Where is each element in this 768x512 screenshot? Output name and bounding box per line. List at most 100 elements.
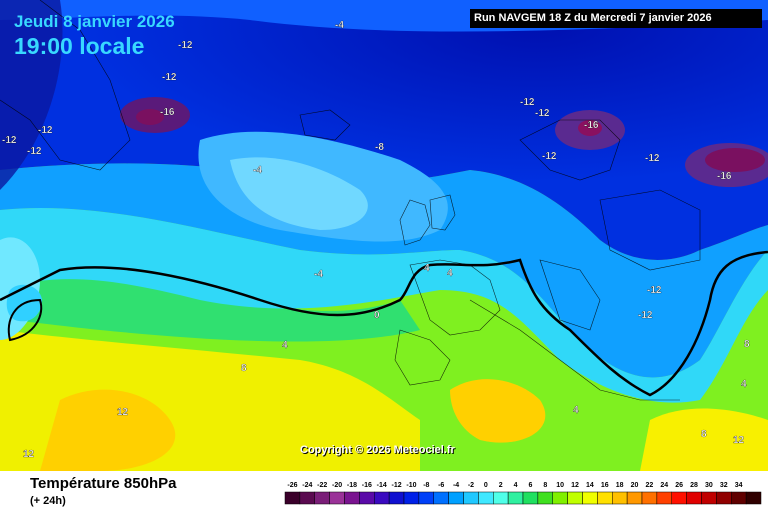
- contour-label: 4: [447, 268, 453, 279]
- legend-tick-label: 20: [631, 482, 639, 489]
- legend-tick-label: 18: [616, 482, 624, 489]
- contour-label: -12: [535, 108, 550, 119]
- legend-tick-label: -16: [362, 482, 372, 489]
- legend-tick-label: 6: [528, 482, 532, 489]
- contour-label: 8: [241, 363, 247, 374]
- footer: Température 850hPa (+ 24h): [0, 471, 768, 512]
- legend-tick-label: 26: [675, 482, 683, 489]
- legend-swatch: [731, 491, 747, 505]
- legend-swatch: [582, 491, 598, 505]
- legend-swatch: [403, 491, 420, 505]
- run-info: Run NAVGEM 18 Z du Mercredi 7 janvier 20…: [470, 9, 762, 28]
- contour-label: 8: [701, 429, 707, 440]
- legend-swatch: [299, 491, 315, 505]
- legend-swatch: [567, 491, 583, 505]
- legend-swatch: [745, 491, 762, 505]
- legend-tick-label: 8: [543, 482, 547, 489]
- color-legend: -26 -24 -22 -20 -18 -16 -14 -12 -10 -8 -6 -4 -2 0 2 4 6 8…: [284, 482, 762, 505]
- legend-swatch: [344, 491, 360, 505]
- contour-label: -16: [584, 120, 599, 131]
- legend-tick-label: 28: [690, 482, 698, 489]
- contour-label: 12: [23, 449, 35, 460]
- contour-label: -12: [645, 153, 660, 164]
- legend-tick-label: -4: [453, 482, 459, 489]
- legend-swatch: [329, 491, 345, 505]
- legend-tick-label: 12: [571, 482, 579, 489]
- legend-swatch: [537, 491, 553, 505]
- legend-tick-label: 34: [735, 482, 743, 489]
- contour-label: 4: [282, 340, 288, 351]
- forecast-lead: (+ 24h): [30, 495, 66, 507]
- legend-tick-label: 0: [484, 482, 488, 489]
- legend-tick-label: 14: [586, 482, 594, 489]
- legend-tick-label: 30: [705, 482, 713, 489]
- legend-swatch: [612, 491, 628, 505]
- forecast-time: 19:00 locale: [14, 33, 145, 59]
- legend-swatch: [522, 491, 539, 505]
- legend-swatch: [463, 491, 479, 505]
- legend-swatch: [478, 491, 494, 505]
- legend-tick-label: -14: [377, 482, 387, 489]
- legend-swatch: [284, 491, 301, 505]
- legend-swatch: [701, 491, 717, 505]
- legend-tick-label: -2: [468, 482, 474, 489]
- contour-label: -4: [335, 20, 344, 31]
- legend-tick-label: -8: [423, 482, 429, 489]
- contour-label: 0: [374, 310, 380, 321]
- legend-tick-label: -10: [406, 482, 416, 489]
- contour-label: -4: [253, 165, 262, 176]
- map-title: Température 850hPa: [30, 475, 177, 492]
- legend-tick-label: -24: [302, 482, 312, 489]
- legend-swatch: [641, 491, 658, 505]
- contour-label: -12: [647, 285, 662, 296]
- legend-tick-label: 32: [720, 482, 728, 489]
- contour-label: -16: [160, 107, 175, 118]
- legend-swatch: [418, 491, 434, 505]
- legend-tick-label: 24: [660, 482, 668, 489]
- legend-swatch: [388, 491, 405, 505]
- legend-swatch: [597, 491, 613, 505]
- legend-tick-label: 16: [601, 482, 609, 489]
- contour-label: -12: [27, 146, 42, 157]
- contour-label: -4: [314, 269, 323, 280]
- legend-tick-label: 10: [556, 482, 564, 489]
- temperature-map: -4 -12 -12 -16 -12 -12 -12 -8 -12 -12 -1…: [0, 0, 768, 471]
- legend-swatch: [552, 491, 568, 505]
- contour-label: 12: [733, 435, 745, 446]
- legend-swatch: [686, 491, 702, 505]
- contour-label: -12: [542, 151, 557, 162]
- legend-tick-label: -22: [317, 482, 327, 489]
- contour-label: 8: [744, 339, 750, 350]
- contour-label: -12: [178, 40, 193, 51]
- legend-tick-label: -12: [392, 482, 402, 489]
- legend-swatch: [671, 491, 687, 505]
- legend-tick-label: -20: [332, 482, 342, 489]
- legend-tick-label: 2: [499, 482, 503, 489]
- contour-label: 12: [117, 407, 129, 418]
- legend-swatch: [374, 491, 390, 505]
- legend-swatch: [314, 491, 330, 505]
- contour-label: 4: [424, 263, 430, 274]
- legend-swatch: [359, 491, 375, 505]
- contour-label: 4: [573, 405, 579, 416]
- legend-tick-label: -18: [347, 482, 357, 489]
- legend-swatch: [507, 491, 524, 505]
- contour-label: -12: [2, 135, 17, 146]
- contour-label: -12: [162, 72, 177, 83]
- legend-swatch: [626, 491, 643, 505]
- contour-label: 4: [741, 379, 747, 390]
- contour-label: -8: [375, 142, 384, 153]
- contour-label: -12: [38, 125, 53, 136]
- legend-swatch: [448, 491, 464, 505]
- contour-label: -12: [520, 97, 535, 108]
- legend-swatch: [493, 491, 509, 505]
- legend-swatch: [716, 491, 732, 505]
- legend-swatch: [433, 491, 449, 505]
- forecast-date: Jeudi 8 janvier 2026: [14, 12, 175, 31]
- legend-tick-label: 4: [514, 482, 518, 489]
- legend-swatch: [656, 491, 672, 505]
- legend-tick-label: 22: [646, 482, 654, 489]
- copyright: Copyright © 2026 Meteociel.fr: [300, 444, 455, 456]
- contour-label: -12: [638, 310, 653, 321]
